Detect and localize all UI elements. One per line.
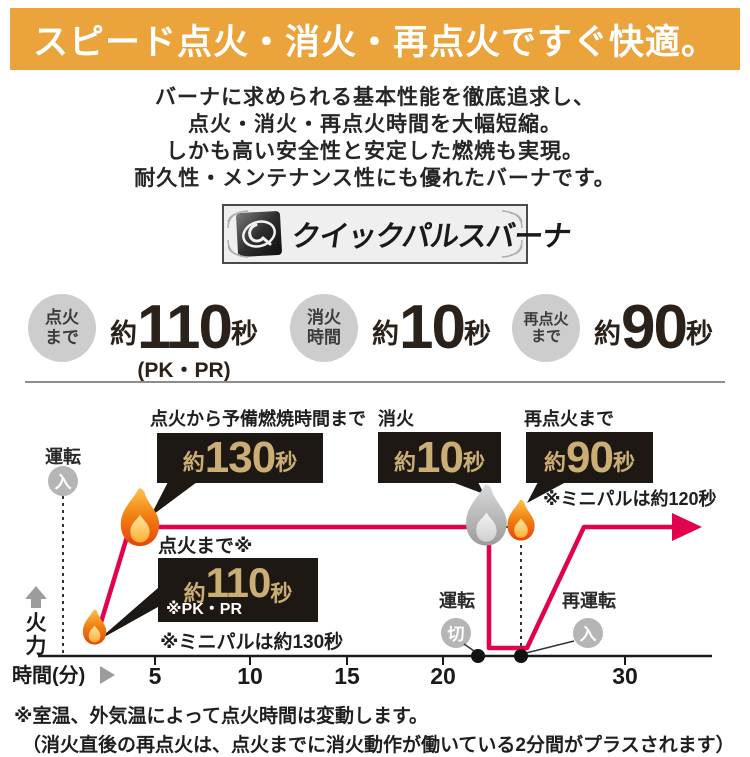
stat-ignition-circle: 点火 まで [28,294,96,362]
stat-extinguish-circle: 消火 時間 [290,294,358,362]
callout-note-reignite: ※ミニパルは約120秒 [543,489,717,509]
footnotes: ※室温、外気温によって点火時間は変動します。 （消火直後の再点火は、点火までに消… [14,701,744,757]
callout-title-ignite: 点火まで※ [158,536,253,557]
y-axis-label-char: 力 [26,635,47,658]
stat-value: 110 [137,292,233,362]
callout-pointer-ignite [97,588,158,641]
callout-title-extinguish: 消火 [378,409,414,429]
x-tick-label: 15 [334,663,360,689]
footnote-2: （消火直後の再点火は、点火までに消火動作が働いている2分間がプラスされます） [22,735,735,756]
callout-box-ignite: 約 110 秒 ※PK・PR [158,558,318,622]
product-badge: クイックパルスバーナ [222,204,572,264]
product-name: クイックパルスバーナ [289,221,573,253]
callout-unit: 秒 [275,450,298,475]
stat-label: 再点火 [523,310,569,328]
intro-line-4: 耐久性・メンテナンス性にも優れたバーナです。 [134,167,616,190]
rerun-on-switch-badge [573,618,603,648]
callout-value: 110 [205,559,272,606]
stat-extinguish: 消火 時間 約 10 秒 [290,294,491,362]
intro-line-3: しかも高い安全性と安定した燃焼も実現。 [166,140,584,163]
footnote-1: ※室温、外気温によって点火時間は変動します。 [14,706,429,727]
stat-label: 消火 [307,308,341,328]
run-off-switch-badge [441,618,471,648]
run-off-label: 運転 [439,590,475,611]
stat-label: まで [530,328,561,345]
callout-unit: 秒 [612,450,635,475]
callout-title-preburn: 点火から予備燃焼時間まで [150,409,366,429]
callout-value: 130 [204,433,276,483]
stat-label: 点火 [45,308,79,328]
run-off-dot [471,649,485,663]
callout-pointer-preburn [150,482,197,517]
stat-ignition: 点火 まで 約 110 秒 (PK・PR) [28,294,258,384]
x-tick-label: 30 [612,663,638,689]
stat-reignition: 再点火 まで 約 90 秒 [512,294,713,362]
run-on-switch-state: 入 [55,473,72,492]
stat-unit: 秒 [231,319,259,349]
quick-pulse-logo-icon [236,211,282,257]
callout-approx: 約 [394,450,417,475]
stat-label: 時間 [307,328,341,347]
callout-value: 90 [566,432,614,482]
time-axis-arrow-icon [100,666,115,684]
stat-unit: 秒 [685,319,713,349]
callout-approx: 約 [183,581,206,606]
rerun-on-switch-state: 入 [580,625,597,644]
stat-value: 10 [399,292,466,362]
stat-subnote: (PK・PR) [137,359,231,382]
callout-unit: 秒 [270,581,293,606]
flame-icon [120,488,160,546]
callout-value: 10 [416,432,464,482]
rerun-on-pointer-line [525,640,575,654]
badge-flourish-icon [501,239,523,258]
rerun-on-dot [514,649,528,663]
page-title: スピード点火・消火・再点火ですぐ快適。 [32,22,717,62]
firepower-axis-arrow-icon [31,599,41,608]
callout-pointer-extinguish [452,482,484,494]
firepower-axis-arrow-icon [25,586,47,599]
stat-label: まで [45,328,79,347]
stat-approx: 約 [110,319,137,349]
stat-unit: 秒 [463,319,491,349]
x-tick-label: 10 [237,663,263,689]
firepower-line-arrow-icon [672,513,702,541]
callout-inner-note-ignite: ※PK・PR [166,601,243,618]
callout-unit: 秒 [462,450,485,475]
stat-approx: 約 [594,319,621,349]
intro-line-1: バーナに求められる基本性能を徹底追求し、 [155,86,595,109]
header-banner: スピード点火・消火・再点火ですぐ快適。 [10,8,740,70]
callout-pointer-reignite [527,482,566,503]
timeline-chart-canvas: 5 10 15 20 30 時間(分) 火 力 運転 入 運転 切 再運転 入 [12,446,712,689]
stats-row: 点火 まで 約 110 秒 (PK・PR) 消火 時間 約 10 秒 再点火 [0,292,750,382]
rerun-on-label: 再運転 [562,590,616,611]
flame-icon [507,499,535,541]
section-divider [25,381,725,383]
x-tick-label: 20 [430,663,456,689]
stat-approx: 約 [372,319,399,349]
callout-approx: 約 [182,450,205,475]
run-on-switch-badge [48,466,78,496]
callout-box-reignite: 約 90 秒 [526,432,653,483]
badge-flourish-icon [501,210,523,229]
extinguished-flame-icon [466,484,507,546]
stat-value: 90 [621,292,688,362]
x-tick-label: 5 [149,663,162,689]
y-axis-label-char: 火 [26,612,47,635]
callout-title-reignite: 再点火まで [524,409,614,429]
callout-note-ignite: ※ミニパルは約130秒 [160,632,344,653]
intro-paragraph: バーナに求められる基本性能を徹底追求し、 点火・消火・再点火時間を大幅短縮。 し… [0,84,750,192]
callout-box-extinguish: 約 10 秒 [378,432,501,483]
x-axis-label: 時間(分) [12,663,85,687]
stat-reignition-circle: 再点火 まで [512,294,580,362]
badge-flourish-icon [227,239,249,258]
run-off-switch-state: 切 [448,625,465,644]
callout-box-preburn: 約 130 秒 [157,433,323,483]
run-on-label: 運転 [45,446,81,467]
callout-approx: 約 [544,450,567,475]
intro-line-2: 点火・消火・再点火時間を大幅短縮。 [188,113,562,136]
badge-flourish-icon [227,210,249,229]
timeline-chart: 5 10 15 20 30 時間(分) 火 力 運転 入 運転 切 再運転 入 [0,390,750,700]
